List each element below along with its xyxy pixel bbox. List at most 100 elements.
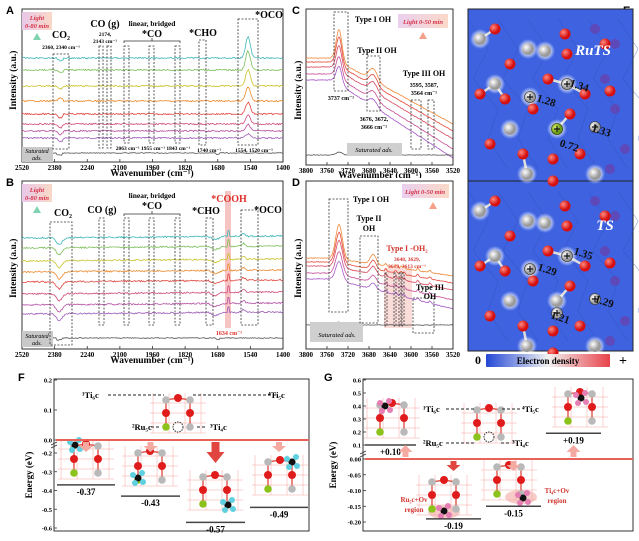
molecule-ts xyxy=(467,190,639,359)
o-atom xyxy=(588,403,596,411)
ru-atom xyxy=(70,469,78,477)
c-atom xyxy=(522,215,534,227)
linear-label-a: linear, bridged xyxy=(129,19,177,28)
up-arrow-icon xyxy=(398,445,413,457)
ti-atom xyxy=(452,478,460,486)
panel-a: A Intensity (a.u.) 2520 2380 2240 2100 1960 1… xyxy=(6,5,290,178)
co2-sub-a: 2360, 2340 cm⁻¹ xyxy=(42,45,80,51)
light-label-a-1: Light xyxy=(29,15,45,22)
h-atom xyxy=(582,390,588,396)
type2-l1-d: Type II xyxy=(357,214,382,223)
region-label-ti-2: region xyxy=(548,497,567,505)
energy-levels-g: +0.10 -0.19 -0.15 +0.19 xyxy=(365,432,601,531)
plus-icon xyxy=(527,266,533,272)
light-label-b-1: Light xyxy=(29,187,45,194)
saturated-label-a-2: ads. xyxy=(32,156,42,162)
colorbar-label: Electron density xyxy=(517,356,580,366)
type1-label-c: Type I OH xyxy=(355,15,392,24)
h-atom xyxy=(69,447,75,453)
annotation-boxes-a xyxy=(52,18,259,150)
c-atom xyxy=(589,340,601,352)
oh2-label-d: Type I -OH₂ xyxy=(386,244,428,253)
lattice-line xyxy=(252,455,308,496)
c-atom xyxy=(522,43,534,55)
density-map-ruts xyxy=(467,8,634,182)
o-atom xyxy=(579,88,591,100)
energy-value-label: -0.57 xyxy=(206,524,225,534)
x-tick-label: 1400 xyxy=(276,164,290,172)
x-tick-label: 3600 xyxy=(404,351,419,359)
x-axis-label-b: Wavenumber (cm⁻¹) xyxy=(110,355,193,365)
plot-frame-b xyxy=(21,180,284,350)
y-axis-label-g: Energy (eV) xyxy=(328,442,338,489)
ti-atom xyxy=(428,478,436,486)
ti-atom xyxy=(517,463,525,471)
ru-atom xyxy=(162,423,170,431)
saturated-baseline xyxy=(21,152,284,156)
c-atom xyxy=(539,217,551,229)
x-tick-label: 1400 xyxy=(276,351,290,359)
site-label-ti5c: ⁴Ti₅c xyxy=(268,390,285,400)
y-tick-label: 0.2 xyxy=(44,378,52,385)
plus-icon xyxy=(554,310,560,316)
arrow-head-icon xyxy=(33,206,41,213)
spectrum-line xyxy=(305,231,453,284)
spectrum-line xyxy=(21,296,284,313)
x-tick-label: 3760 xyxy=(320,167,335,175)
saturated-badge-a xyxy=(22,147,53,162)
ti-atom xyxy=(94,442,102,450)
saturated-label-d: Saturated ads. xyxy=(318,332,356,339)
x-ticks-a: 2520 2380 2240 2100 1960 1820 1680 1540 1400 xyxy=(15,159,290,172)
ti-atom xyxy=(162,396,170,404)
site-label-ti6c: ¹Ti₆c xyxy=(423,404,440,414)
x-tick-label: 3680 xyxy=(362,167,377,175)
bond-label: 1.29 xyxy=(536,261,558,279)
panel-b: B Intensity (a.u.) 2520 2380 2240 2100 1960 1… xyxy=(6,178,290,365)
o-atom xyxy=(199,486,207,494)
light-label-d: Light 0-50 min xyxy=(404,189,445,196)
axis-break-icon xyxy=(50,441,58,449)
energy-value-label: +0.19 xyxy=(563,435,584,445)
y-tick-label: -0.5 xyxy=(42,507,53,514)
h-atom xyxy=(515,492,521,498)
o-atom xyxy=(499,265,511,277)
background-atom xyxy=(610,276,620,286)
y-axis-label-b: Intensity (a.u.) xyxy=(8,239,19,298)
y-tick-label: 0.6 xyxy=(353,378,362,385)
h-atom xyxy=(229,497,235,503)
c-atom xyxy=(504,123,516,135)
o-atom xyxy=(485,404,493,412)
plus-icon xyxy=(592,296,598,302)
ru-atom xyxy=(428,505,436,513)
axis-break-icon xyxy=(359,450,367,458)
down-arrow-icon xyxy=(506,461,521,471)
panel-f: F Energy (eV) 0.20.10.0-0.2-0.3-0.4-0.5-… xyxy=(18,372,310,534)
lattice-line xyxy=(497,18,539,170)
y-axis-label-c: Intensity (a.u.) xyxy=(293,61,304,120)
light-badge-a xyxy=(22,12,52,30)
ru-atom xyxy=(564,417,572,425)
h-atom xyxy=(130,472,136,478)
h-atom xyxy=(517,500,523,506)
y-tick-label: -0.05 xyxy=(347,472,361,479)
y-tick-label: -0.4 xyxy=(42,488,53,495)
y-tick-label: 0.2 xyxy=(353,430,361,437)
h-atom xyxy=(524,490,530,496)
o-atom xyxy=(504,230,516,242)
panel-c: C Intensity (a.u.) 3800 3760 3720 3680 3640 3… xyxy=(292,5,461,178)
leader-line xyxy=(446,408,520,444)
spectrum-line xyxy=(305,56,453,149)
y-ticks-f: 0.2 0.1 0.0 -0.2 -0.3 -0.4 -0.5 -0.6 xyxy=(42,378,58,533)
o-atom xyxy=(94,455,102,463)
co-bracket-b xyxy=(123,211,181,216)
c-atom xyxy=(474,205,486,217)
spectrum-line xyxy=(21,49,284,73)
o-atom xyxy=(542,73,554,85)
cooh-sub-b: 1634 cm⁻¹ xyxy=(216,331,242,337)
co-bracket-a xyxy=(123,38,181,43)
background-atom xyxy=(610,211,620,221)
h-atom xyxy=(294,463,300,469)
o-atom xyxy=(599,38,611,50)
o-atom xyxy=(288,471,296,479)
x-tick-label: 2240 xyxy=(80,351,95,359)
